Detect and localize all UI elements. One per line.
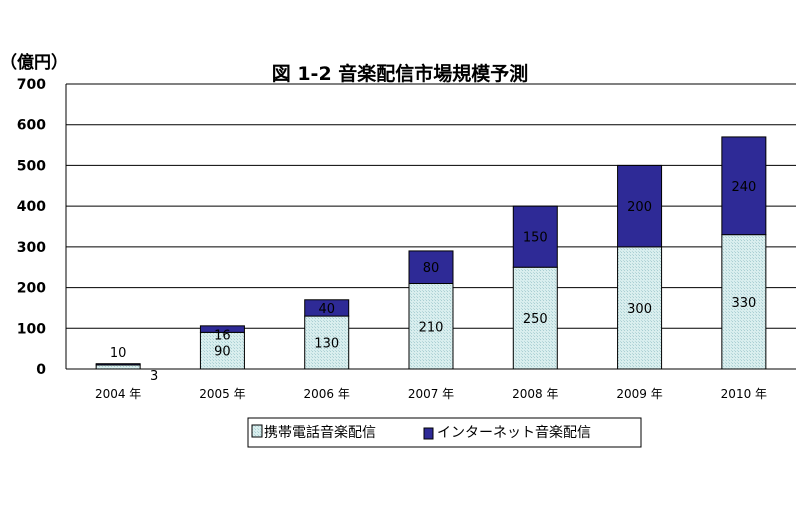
x-axis-ticks: 2004 年 2005 年 2006 年 2007 年 2008 年 2009 年 2010… bbox=[95, 387, 767, 401]
data-label-mobile: 90 bbox=[214, 345, 231, 360]
data-label-mobile: 10 bbox=[110, 346, 127, 361]
bar-internet-5 bbox=[617, 164, 663, 248]
x-tick-label: 2005 年 bbox=[199, 387, 245, 401]
data-label-internet: 3 bbox=[150, 369, 158, 384]
bars bbox=[95, 136, 767, 370]
x-tick-label: 2006 年 bbox=[304, 387, 350, 401]
data-label-internet: 16 bbox=[214, 328, 231, 343]
unit-label: （億円） bbox=[0, 52, 68, 73]
data-label-internet: 150 bbox=[523, 231, 548, 246]
bar-internet-0 bbox=[95, 363, 141, 366]
x-tick-label: 2004 年 bbox=[95, 387, 141, 401]
bar-mobile-0 bbox=[95, 364, 141, 370]
data-label-internet: 240 bbox=[731, 180, 756, 195]
x-tick-label: 2007 年 bbox=[408, 387, 454, 401]
bar-mobile-3 bbox=[408, 283, 454, 370]
x-tick-label: 2009 年 bbox=[616, 387, 662, 401]
y-tick-label: 400 bbox=[17, 199, 46, 215]
bar-internet-2 bbox=[304, 299, 350, 317]
data-label-mobile: 300 bbox=[627, 302, 652, 317]
y-tick-label: 700 bbox=[17, 77, 46, 93]
data-label-internet: 80 bbox=[423, 261, 440, 276]
data-label-internet: 40 bbox=[318, 302, 335, 317]
y-tick-label: 500 bbox=[17, 158, 46, 174]
bar-internet-6 bbox=[721, 136, 767, 236]
bar-internet-4 bbox=[512, 205, 558, 268]
y-tick-label: 0 bbox=[36, 362, 46, 378]
data-label-internet: 200 bbox=[627, 200, 652, 215]
bar-mobile-6 bbox=[721, 234, 767, 370]
data-label-mobile: 330 bbox=[731, 296, 756, 311]
bar-mobile-2 bbox=[304, 315, 350, 370]
bar-mobile-4 bbox=[512, 266, 558, 370]
chart-title: 図 1-2 音楽配信市場規模予測 bbox=[272, 62, 529, 85]
data-label-mobile: 250 bbox=[523, 312, 548, 327]
x-tick-label: 2008 年 bbox=[512, 387, 558, 401]
legend-box bbox=[247, 417, 642, 448]
data-labels: 10 3 90 16 130 40 210 80 250 150 300 200 330 240 bbox=[110, 180, 756, 384]
x-tick-label: 2010 年 bbox=[721, 387, 767, 401]
y-tick-label: 600 bbox=[17, 118, 46, 134]
y-tick-label: 100 bbox=[17, 321, 46, 337]
legend-label-internet: インターネット音楽配信 bbox=[437, 424, 591, 441]
data-label-mobile: 210 bbox=[419, 320, 444, 335]
y-axis-ticks: 0 100 200 300 400 500 600 700 bbox=[17, 77, 46, 378]
bar-mobile-1 bbox=[199, 331, 245, 370]
legend-swatch-mobile bbox=[251, 424, 263, 438]
y-tick-label: 200 bbox=[17, 281, 46, 297]
bar-internet-1 bbox=[199, 325, 245, 333]
y-tick-label: 300 bbox=[17, 240, 46, 256]
legend: 携帯電話音楽配信 インターネット音楽配信 bbox=[247, 417, 642, 448]
legend-swatch-internet bbox=[423, 427, 434, 440]
bar-internet-3 bbox=[408, 250, 454, 285]
legend-label-mobile: 携帯電話音楽配信 bbox=[264, 424, 376, 441]
data-label-mobile: 130 bbox=[314, 337, 339, 352]
